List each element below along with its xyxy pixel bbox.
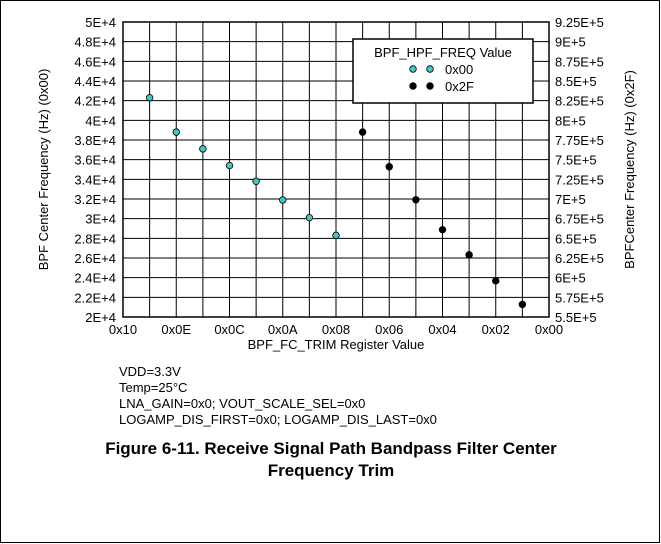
scatter-chart: 0x10 0x0E 0x0C 0x0A 0x08 0x06 0x04 0x02 0x00 5E+… xyxy=(36,15,637,352)
left-y-tick-label: 2E+4 xyxy=(85,310,116,325)
right-y-tick-label: 5.75E+5 xyxy=(555,290,604,305)
legend-label: 0x2F xyxy=(445,79,474,94)
data-point-0x00 xyxy=(199,145,207,153)
right-y-tick-label: 8.5E+5 xyxy=(555,74,597,89)
legend: BPF_HPF_FREQ Value 0x00 0x2F xyxy=(352,38,534,104)
data-point-0x2f xyxy=(518,300,527,309)
right-y-tick-label: 6.25E+5 xyxy=(555,251,604,266)
data-point-0x00 xyxy=(252,177,260,185)
data-point-0x00 xyxy=(225,161,234,170)
data-point-0x2f xyxy=(465,251,473,259)
data-point-0x2f xyxy=(385,163,393,171)
right-y-tick-label: 8.25E+5 xyxy=(555,94,604,109)
data-point-0x2f xyxy=(412,196,420,204)
data-point-0x00 xyxy=(279,196,287,204)
x-tick-label: 0x08 xyxy=(322,322,350,337)
x-tick-label: 0x10 xyxy=(109,322,137,337)
x-tick-label: 0x00 xyxy=(535,322,563,337)
left-y-tick-label: 2.2E+4 xyxy=(74,290,116,305)
left-y-tick-label: 3.6E+4 xyxy=(74,153,116,168)
left-y-tick-label: 4E+4 xyxy=(85,113,116,128)
left-y-tick-label: 5E+4 xyxy=(85,15,116,30)
legend-marker xyxy=(426,82,434,90)
x-tick-label: 0x04 xyxy=(428,322,456,337)
legend-marker xyxy=(426,65,434,73)
x-axis-label: BPF_FC_TRIM Register Value xyxy=(248,337,425,352)
left-y-tick-label: 3.8E+4 xyxy=(74,133,116,148)
right-y-tick-label: 6.5E+5 xyxy=(555,231,597,246)
left-y-tick-label: 2.4E+4 xyxy=(74,271,116,286)
data-point-0x00 xyxy=(145,94,154,102)
right-y-tick-label: 7.5E+5 xyxy=(555,153,597,168)
figure-caption: Figure 6-11. Receive Signal Path Bandpas… xyxy=(31,438,631,482)
left-y-tick-label: 2.6E+4 xyxy=(74,251,116,266)
caption-line-2: Frequency Trim xyxy=(267,461,395,480)
right-y-tick-label: 6.75E+5 xyxy=(555,212,604,227)
condition-logamp: LOGAMP_DIS_FIRST=0x0; LOGAMP_DIS_LAST=0x… xyxy=(119,412,437,427)
caption-line-1: Figure 6-11. Receive Signal Path Bandpas… xyxy=(105,439,557,458)
left-y-tick-label: 4.4E+4 xyxy=(74,74,116,89)
data-points xyxy=(145,94,527,309)
right-y-axis-label: BPFCenter Frequency (Hz) (0x2F) xyxy=(622,70,637,269)
right-y-tick-label: 8E+5 xyxy=(555,113,586,128)
right-y-tick-label: 8.75E+5 xyxy=(555,54,604,69)
right-y-axis-ticks: 9.25E+5 9E+5 8.75E+5 8.5E+5 8.25E+5 8E+5 7.75E… xyxy=(555,15,604,325)
x-tick-label: 0x02 xyxy=(482,322,510,337)
data-point-0x00 xyxy=(172,128,180,136)
legend-items: 0x00 0x2F xyxy=(409,62,474,94)
condition-temp: Temp=25°C xyxy=(119,380,188,395)
right-y-tick-label: 6E+5 xyxy=(555,271,586,286)
left-y-axis-ticks: 5E+4 4.8E+4 4.6E+4 4.4E+4 4.2E+4 4E+4 3.8E+4 3.… xyxy=(74,15,116,325)
x-tick-label: 0x0A xyxy=(268,322,298,337)
data-point-0x2f xyxy=(438,225,447,234)
x-tick-label: 0x0E xyxy=(161,322,191,337)
legend-label: 0x00 xyxy=(445,62,473,77)
legend-title: BPF_HPF_FREQ Value xyxy=(374,45,512,60)
plot-area xyxy=(122,21,550,318)
left-y-axis-label: BPF Center Frequency (Hz) (0x00) xyxy=(36,69,51,271)
right-y-tick-label: 9E+5 xyxy=(555,35,586,50)
condition-lna-gain: LNA_GAIN=0x0; VOUT_SCALE_SEL=0x0 xyxy=(119,396,366,411)
legend-marker xyxy=(409,82,417,90)
right-y-tick-label: 5.5E+5 xyxy=(555,310,597,325)
x-axis-ticks: 0x10 0x0E 0x0C 0x0A 0x08 0x06 0x04 0x02 0x00 xyxy=(109,322,563,337)
left-y-tick-label: 3.4E+4 xyxy=(74,172,116,187)
data-point-0x00 xyxy=(305,213,314,222)
right-y-tick-label: 7E+5 xyxy=(555,192,586,207)
grid-lines xyxy=(122,21,550,318)
left-y-tick-label: 3E+4 xyxy=(85,212,116,227)
condition-vdd: VDD=3.3V xyxy=(119,364,181,379)
right-y-tick-label: 9.25E+5 xyxy=(555,15,604,30)
data-point-0x00 xyxy=(332,231,340,240)
left-y-tick-label: 4.8E+4 xyxy=(74,35,116,50)
data-point-0x2f xyxy=(492,277,500,285)
right-y-tick-label: 7.25E+5 xyxy=(555,172,604,187)
x-tick-label: 0x06 xyxy=(375,322,403,337)
left-y-tick-label: 4.6E+4 xyxy=(74,54,116,69)
left-y-tick-label: 4.2E+4 xyxy=(74,94,116,109)
left-y-tick-label: 3.2E+4 xyxy=(74,192,116,207)
x-tick-label: 0x0C xyxy=(214,322,244,337)
left-y-tick-label: 2.8E+4 xyxy=(74,231,116,246)
legend-box xyxy=(352,38,534,104)
right-y-tick-label: 7.75E+5 xyxy=(555,133,604,148)
data-point-0x2f xyxy=(358,128,367,136)
legend-marker xyxy=(409,65,417,73)
